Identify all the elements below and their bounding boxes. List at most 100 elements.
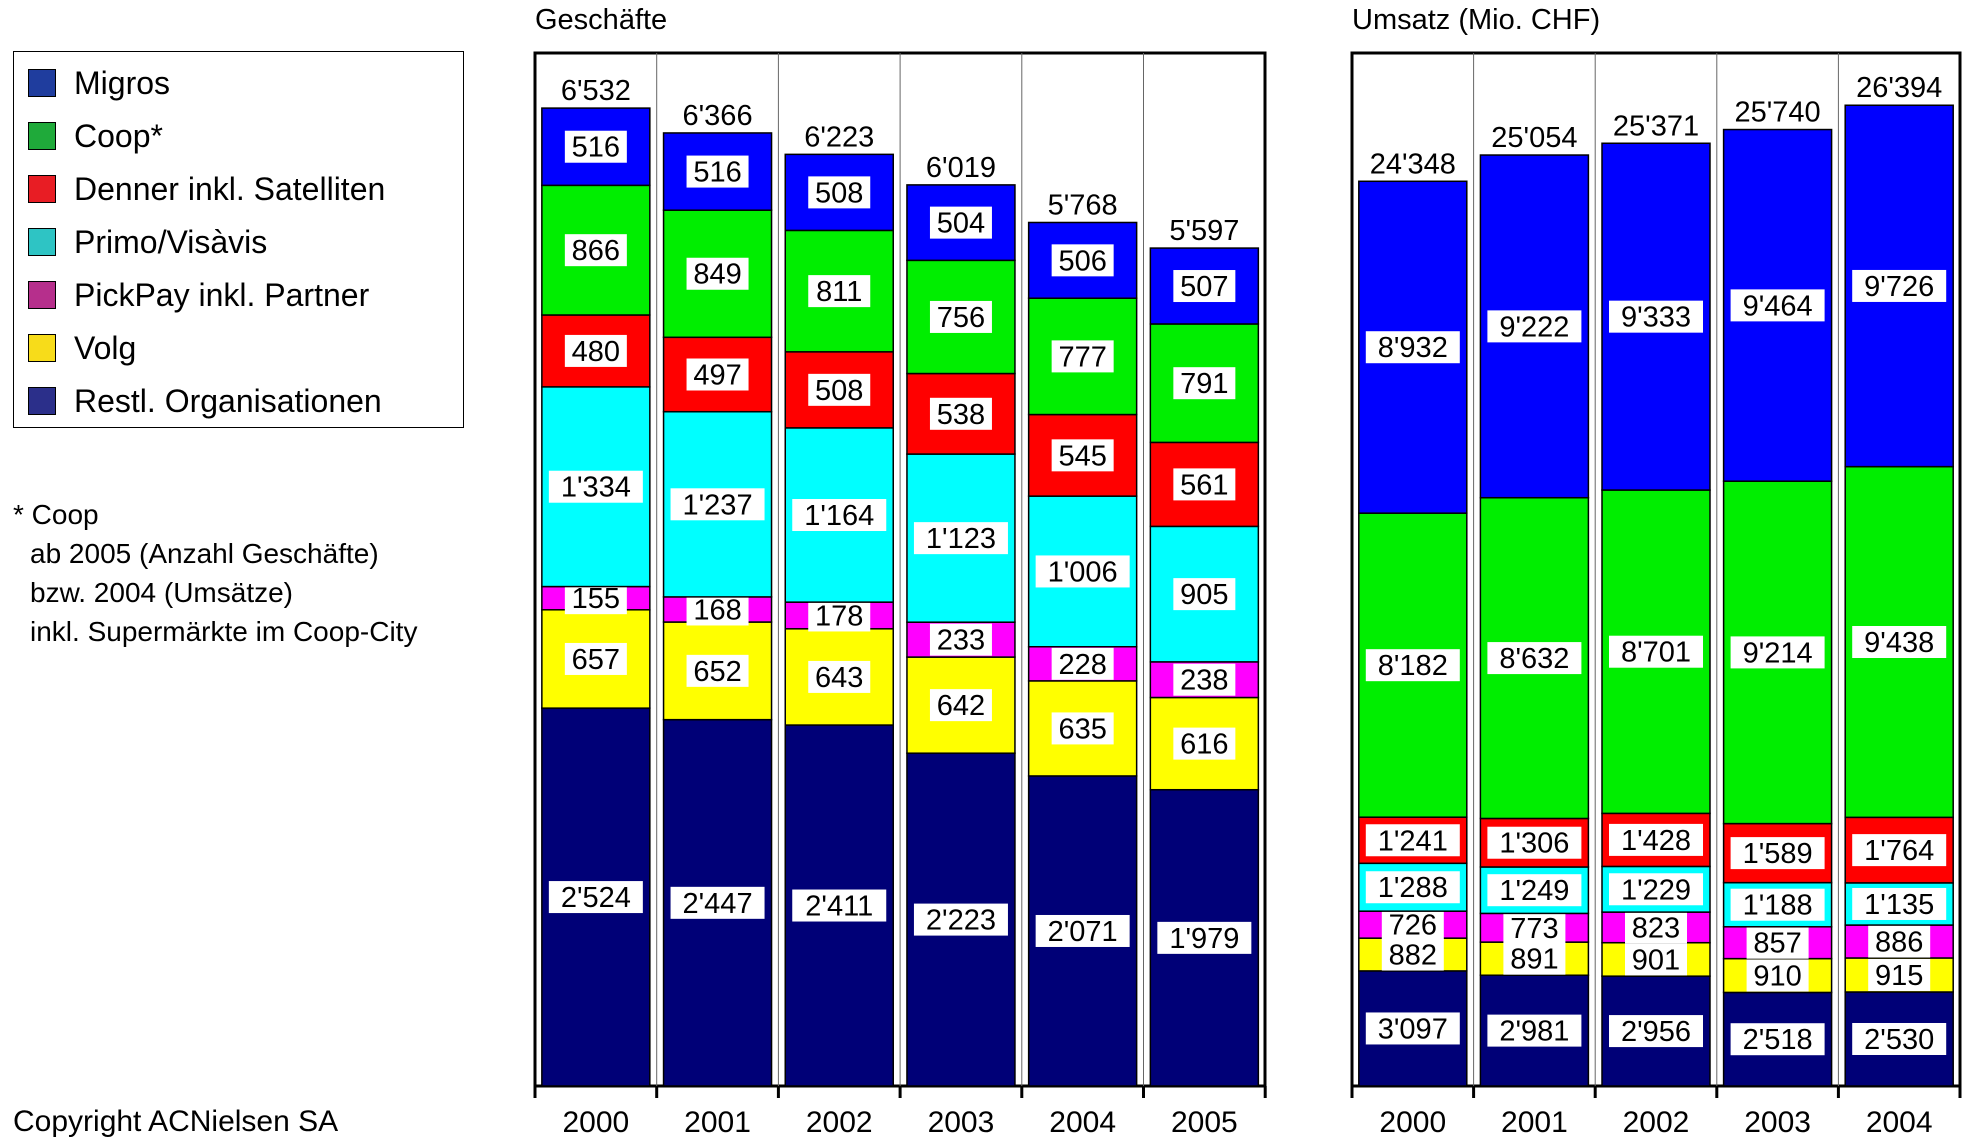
stores-label-box (929, 397, 992, 430)
revenue-label-box (1730, 837, 1825, 870)
revenue-data-label: 9'438 (1864, 627, 1934, 659)
revenue-data-label: 8'932 (1378, 332, 1448, 364)
legend-label: PickPay inkl. Partner (74, 276, 370, 313)
revenue-label-box (1609, 635, 1703, 668)
stores-label-box (808, 373, 871, 406)
stores-data-label: 777 (1058, 341, 1106, 373)
revenue-data-label: 2'518 (1743, 1024, 1813, 1056)
revenue-data-label: 823 (1632, 912, 1680, 944)
stores-data-label: 504 (937, 208, 985, 240)
revenue-total-label: 26'394 (1856, 72, 1942, 104)
chart-legend: Migros Coop* Denner inkl. Satelliten Primo/… (13, 51, 464, 428)
revenue-x-tick-label: 2001 (1501, 1106, 1568, 1139)
stores-data-label: 2'411 (805, 891, 873, 923)
stores-label-box (1157, 921, 1252, 954)
stores-label-box (1173, 578, 1236, 611)
revenue-data-label: 1'428 (1621, 825, 1691, 857)
stores-x-tick-label: 2005 (1171, 1106, 1238, 1139)
revenue-data-label: 891 (1510, 944, 1558, 976)
revenue-label-box (1487, 1014, 1582, 1047)
stores-data-label: 507 (1180, 271, 1228, 303)
revenue-label-box (1730, 289, 1825, 322)
revenue-label-box (1852, 625, 1947, 658)
stores-label-box (1051, 439, 1114, 472)
revenue-data-label: 9'726 (1864, 271, 1934, 303)
stores-chart-title: Geschäfte (535, 4, 668, 36)
stores-label-box (1173, 468, 1236, 501)
revenue-data-label: 9'333 (1621, 302, 1691, 334)
revenue-data-label: 910 (1753, 961, 1801, 993)
stores-label-box (686, 155, 749, 188)
stores-data-label: 2'447 (683, 888, 753, 920)
legend-swatch (28, 228, 56, 256)
footnote-line-2: ab 2005 (Anzahl Geschäfte) (30, 538, 379, 569)
revenue-label-box (1487, 642, 1582, 675)
revenue-data-label: 773 (1510, 913, 1558, 945)
revenue-label-box (1730, 888, 1825, 921)
stores-data-label: 616 (1180, 729, 1228, 761)
revenue-label-box (1625, 911, 1687, 944)
revenue-label-box (1487, 310, 1582, 343)
revenue-label-box (1868, 925, 1931, 958)
stores-x-tick-label: 2003 (928, 1106, 995, 1139)
revenue-label-box (1487, 826, 1582, 859)
stores-data-label: 228 (1058, 649, 1106, 681)
revenue-data-label: 1'249 (1499, 875, 1569, 907)
stores-label-box (686, 593, 749, 626)
revenue-x-tick-label: 2000 (1379, 1106, 1446, 1139)
footnote-line-4: inkl. Supermärkte im Coop-City (30, 616, 418, 647)
stores-label-box (670, 886, 765, 919)
revenue-data-label: 1'589 (1743, 838, 1813, 870)
stores-data-label: 1'123 (926, 523, 996, 555)
stores-label-box (1173, 270, 1236, 303)
stores-data-label: 538 (937, 399, 985, 431)
stores-x-tick-label: 2004 (1049, 1106, 1116, 1139)
revenue-data-label: 1'306 (1499, 828, 1569, 860)
stores-data-label: 811 (816, 276, 862, 308)
revenue-data-label: 901 (1632, 944, 1680, 976)
stores-data-label: 561 (1180, 469, 1228, 501)
revenue-data-label: 726 (1389, 910, 1437, 942)
legend-item: Denner inkl. Satelliten (28, 169, 385, 209)
stores-data-label: 178 (815, 600, 863, 632)
stores-label-box (564, 642, 627, 675)
stores-data-label: 642 (937, 690, 985, 722)
revenue-data-label: 882 (1389, 940, 1437, 972)
legend-label: Coop* (74, 117, 163, 154)
legend-swatch (28, 69, 56, 97)
revenue-total-label: 25'054 (1491, 122, 1577, 154)
stores-label-box (1051, 712, 1114, 745)
legend-swatch (28, 175, 56, 203)
stores-data-label: 849 (693, 259, 741, 291)
stores-label-box (792, 889, 887, 922)
stores-label-box (686, 654, 749, 687)
legend-item: PickPay inkl. Partner (28, 275, 369, 315)
stores-label-box (670, 488, 765, 521)
revenue-label-box (1852, 887, 1947, 920)
stores-x-tick-label: 2002 (806, 1106, 873, 1139)
stores-label-box (808, 176, 871, 209)
stores-data-label: 480 (572, 336, 620, 368)
revenue-label-box (1609, 1015, 1703, 1048)
stores-data-label: 508 (815, 177, 863, 209)
stores-data-label: 516 (572, 132, 620, 164)
stores-data-label: 508 (815, 375, 863, 407)
stores-label-box (808, 275, 871, 308)
revenue-data-label: 9'464 (1743, 290, 1813, 322)
revenue-label-box (1487, 874, 1582, 907)
stores-data-label: 1'334 (561, 472, 631, 504)
stores-label-box (929, 206, 992, 239)
stores-data-label: 506 (1058, 245, 1106, 277)
stores-data-label: 657 (572, 644, 620, 676)
revenue-label-box (1503, 911, 1566, 944)
stores-label-box (1173, 367, 1236, 400)
stores-total-label: 6'532 (561, 75, 631, 107)
stores-data-label: 791 (1180, 368, 1228, 400)
stores-label-box (564, 234, 627, 267)
revenue-label-box (1365, 824, 1460, 857)
legend-label: Denner inkl. Satelliten (74, 170, 386, 207)
stores-data-label: 2'524 (561, 882, 631, 914)
stores-data-label: 1'006 (1048, 556, 1118, 588)
stores-total-label: 6'019 (926, 152, 996, 184)
